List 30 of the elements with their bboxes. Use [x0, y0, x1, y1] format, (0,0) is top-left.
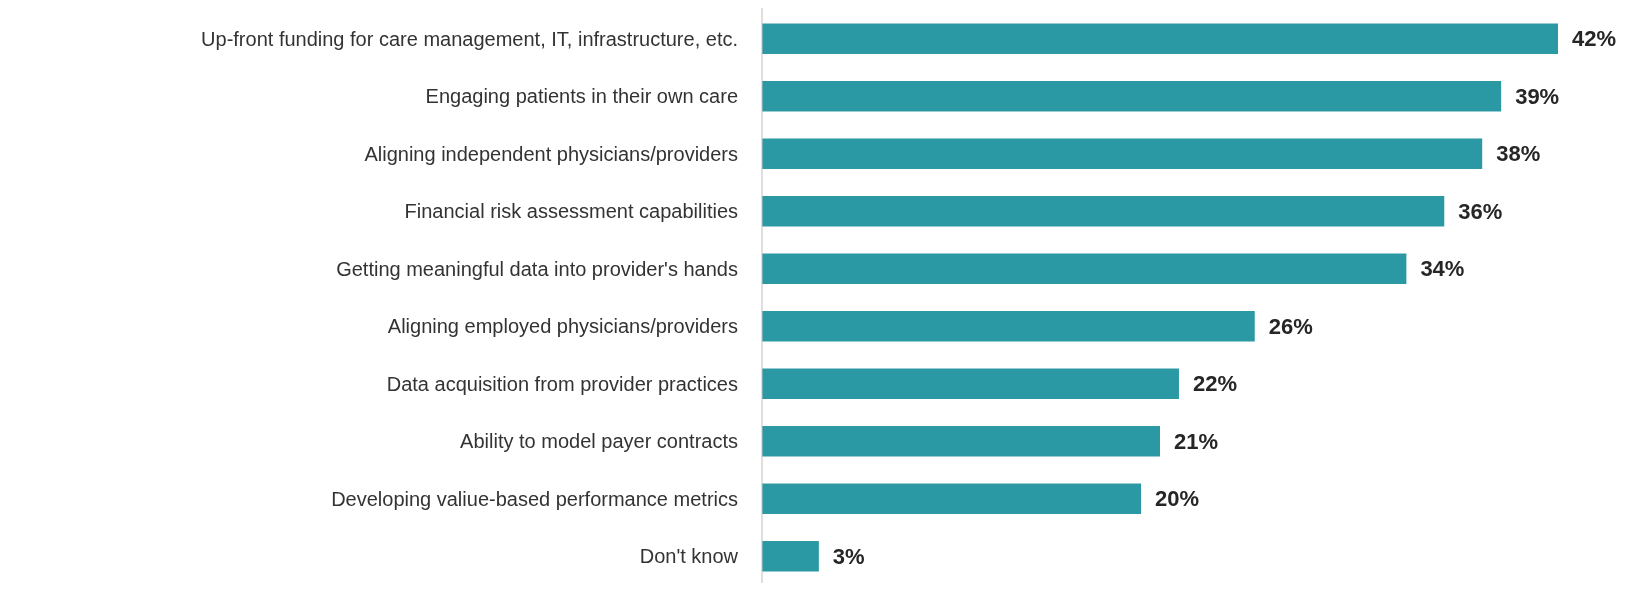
bar [762, 368, 1179, 399]
y-tick-label: Up-front funding for care management, IT, infrastructure, etc. [201, 27, 738, 50]
y-tick-label: Engaging patients in their own care [425, 85, 738, 108]
y-tick-label: Ability to model payer contracts [460, 430, 738, 453]
data-label: 3% [832, 543, 865, 569]
bar [762, 23, 1558, 54]
bar [762, 138, 1483, 169]
y-tick-label: Aligning independent physicians/providers [364, 142, 738, 165]
bar [762, 253, 1407, 284]
y-tick-label: Getting meaningful data into provider's hands [336, 257, 738, 280]
bar [762, 541, 819, 572]
bar [762, 483, 1142, 514]
data-label: 34% [1420, 256, 1465, 282]
data-label: 38% [1496, 141, 1541, 167]
data-label: 26% [1268, 313, 1313, 339]
bar [762, 311, 1255, 342]
data-label: 36% [1458, 198, 1503, 224]
y-tick-label: Financial risk assessment capabilities [404, 200, 738, 223]
data-label: 42% [1572, 26, 1617, 52]
y-tick-label: Don't know [639, 545, 739, 568]
bar [762, 81, 1502, 112]
y-tick-label: Data acquisition from provider practices [386, 372, 738, 395]
y-tick-label: Aligning employed physicians/providers [387, 315, 738, 338]
y-tick-label: Developing valiue-based performance metrics [331, 487, 738, 510]
bar [762, 196, 1445, 227]
data-label: 20% [1155, 486, 1200, 512]
data-label: 21% [1174, 428, 1219, 454]
bar [762, 426, 1160, 457]
data-label: 22% [1192, 371, 1237, 397]
data-label: 39% [1515, 83, 1560, 109]
